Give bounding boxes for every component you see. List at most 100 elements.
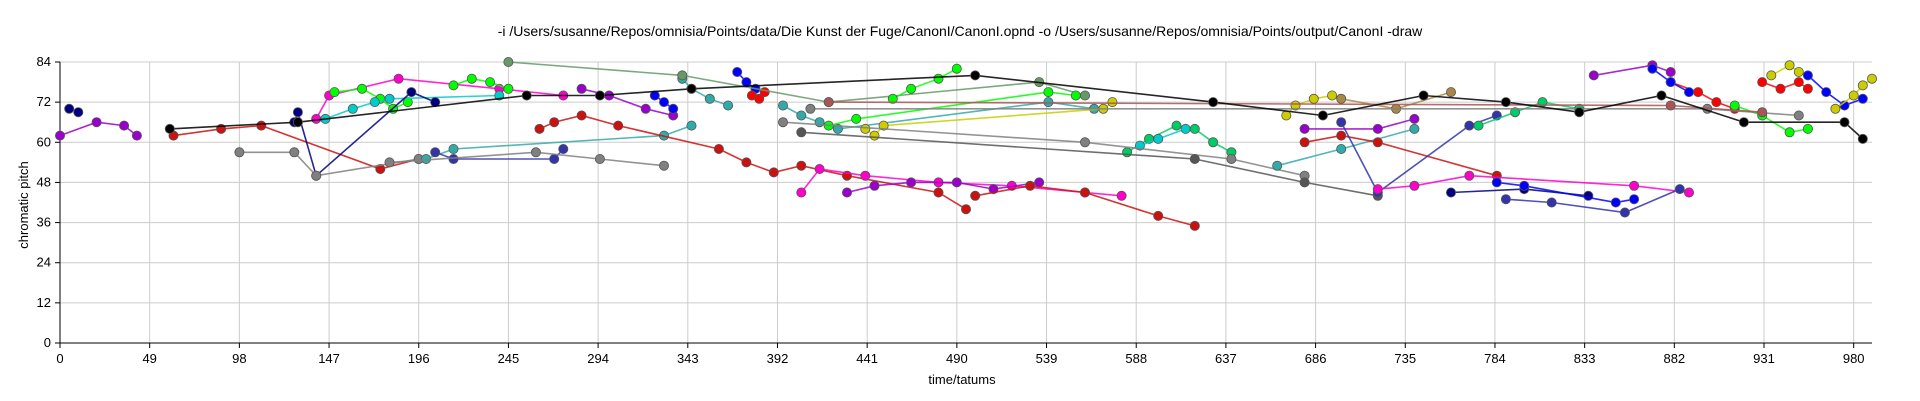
data-point [1500, 194, 1511, 205]
data-point [1711, 97, 1722, 108]
series-line [810, 108, 1799, 117]
series-line [1761, 81, 1809, 90]
data-point [1070, 90, 1081, 101]
x-tick-label: 0 [56, 351, 63, 366]
series-3 [311, 73, 569, 124]
data-point [485, 77, 496, 88]
series-17 [746, 87, 770, 104]
data-point [659, 97, 670, 108]
data-point [1308, 93, 1319, 104]
x-tick-label: 49 [142, 351, 156, 366]
data-point [1684, 187, 1695, 198]
data-point [1189, 153, 1200, 164]
series-line [59, 121, 138, 137]
x-tick-label: 490 [946, 351, 968, 366]
data-point [887, 93, 898, 104]
series-41 [1588, 60, 1676, 81]
data-point [466, 73, 477, 84]
data-point [1189, 220, 1200, 231]
x-tick-label: 441 [856, 351, 878, 366]
data-point [1583, 190, 1594, 201]
data-point [823, 97, 834, 108]
data-point [558, 143, 569, 154]
data-point [1080, 137, 1091, 148]
data-point [970, 70, 981, 81]
data-point [933, 187, 944, 198]
data-point [1043, 97, 1054, 108]
data-point [1821, 87, 1832, 98]
data-point [768, 167, 779, 178]
data-point [1629, 180, 1640, 191]
plot-series [55, 57, 1878, 231]
data-point [1491, 177, 1502, 188]
data-point [55, 130, 66, 141]
data-point [521, 90, 532, 101]
x-tick-label: 735 [1394, 351, 1416, 366]
series-51 [164, 70, 1868, 144]
data-point [369, 97, 380, 108]
y-tick-label: 24 [37, 255, 51, 270]
series-29 [796, 127, 1383, 201]
data-point [384, 157, 395, 168]
data-point [549, 153, 560, 164]
series-39 [1500, 184, 1685, 218]
series-12 [384, 147, 670, 171]
data-point [576, 83, 587, 94]
series-7 [234, 147, 424, 181]
series-38 [1491, 177, 1640, 208]
data-point [91, 117, 102, 128]
series-line [1304, 134, 1498, 177]
series-line [1670, 81, 1735, 110]
series-35 [1336, 110, 1502, 198]
x-tick-label: 98 [232, 351, 246, 366]
x-tick-label: 637 [1215, 351, 1237, 366]
data-point [1189, 123, 1200, 134]
data-point [1729, 100, 1740, 111]
x-tick-label: 196 [408, 351, 430, 366]
data-point [1153, 133, 1164, 144]
data-point [119, 120, 130, 131]
series-line [173, 124, 419, 170]
data-point [430, 147, 441, 158]
axes [55, 61, 1872, 348]
data-point [534, 123, 545, 134]
data-point [677, 70, 688, 81]
series-line [1285, 94, 1333, 117]
data-point [851, 113, 862, 124]
data-point [1588, 70, 1599, 81]
data-point [1802, 70, 1813, 81]
data-point [860, 170, 871, 181]
x-tick-label: 882 [1663, 351, 1685, 366]
data-point [1446, 187, 1457, 198]
y-tick-label: 60 [37, 134, 51, 149]
data-point [732, 67, 743, 78]
x-axis-label: time/tatums [928, 372, 996, 387]
data-point [1500, 97, 1511, 108]
data-point [741, 157, 752, 168]
series-23 [887, 63, 962, 104]
x-tick-label: 931 [1753, 351, 1775, 366]
series-19 [842, 177, 1045, 198]
data-point [1857, 80, 1868, 91]
data-point [906, 83, 917, 94]
data-point [1665, 77, 1676, 88]
series-line [892, 67, 958, 100]
series-2 [168, 120, 424, 174]
data-point [1080, 187, 1091, 198]
data-point [1025, 180, 1036, 191]
data-point [1116, 190, 1127, 201]
series-line [782, 121, 1305, 177]
data-point [1299, 123, 1310, 134]
data-point [1327, 90, 1338, 101]
data-point [1043, 87, 1054, 98]
series-line [239, 151, 419, 177]
y-tick-label: 0 [44, 335, 51, 350]
data-point [805, 103, 816, 114]
series-line [681, 78, 729, 107]
x-tick-label: 539 [1036, 351, 1058, 366]
series-28 [778, 117, 1310, 181]
data-point [1281, 110, 1292, 121]
data-point [1171, 120, 1182, 131]
data-point [860, 123, 871, 134]
data-point [668, 103, 679, 114]
